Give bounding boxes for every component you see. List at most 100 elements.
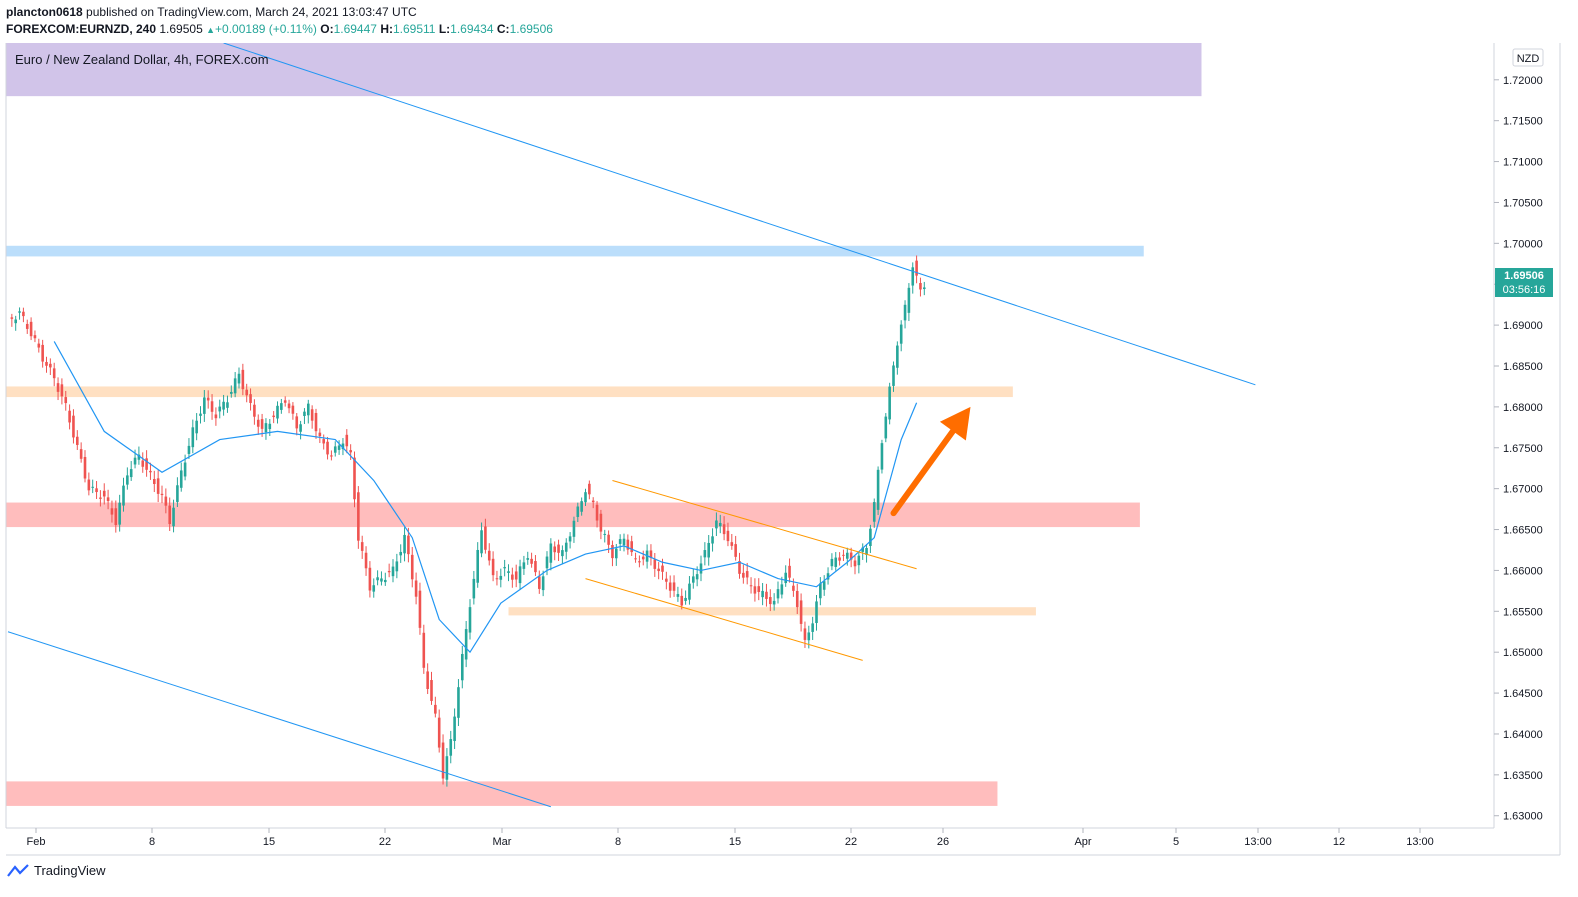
zone-support-resistance-2[interactable]	[6, 386, 1013, 398]
candle	[430, 671, 433, 705]
candle	[572, 516, 576, 543]
candle	[461, 645, 464, 689]
candle	[25, 319, 29, 334]
candle	[41, 339, 44, 368]
candle	[865, 543, 868, 563]
candle	[64, 390, 68, 411]
candle	[641, 550, 645, 566]
trendline-lower[interactable]	[7, 631, 552, 808]
candle	[345, 429, 349, 454]
candle	[869, 524, 872, 553]
price-tick-label: 1.72000	[1503, 75, 1543, 87]
price-tick-label: 1.65000	[1503, 647, 1543, 659]
candle	[222, 394, 225, 416]
candle	[784, 565, 787, 587]
candle	[464, 621, 468, 668]
candle	[703, 542, 707, 566]
zone-resistance-1[interactable]	[6, 245, 1144, 257]
trendlines-layer[interactable]	[7, 43, 1256, 808]
candle	[114, 500, 118, 533]
candle	[472, 570, 476, 605]
candle	[126, 467, 129, 490]
open-label: O:	[320, 22, 334, 36]
candle	[888, 382, 891, 425]
zone-support-4[interactable]	[508, 607, 1036, 616]
candle	[853, 555, 857, 575]
price-tick-label: 1.65500	[1503, 606, 1543, 618]
candle	[561, 545, 564, 565]
candle	[849, 547, 853, 568]
candle	[160, 485, 164, 504]
candle	[102, 483, 106, 505]
candle	[892, 361, 895, 392]
time-axis[interactable]: Feb 8 15 22 Mar 8 15 22 26 Apr 5 13:00 12 13:00	[27, 828, 1434, 848]
candle	[199, 406, 202, 424]
high-label: H:	[380, 22, 393, 36]
candle	[29, 317, 33, 341]
candle	[692, 568, 695, 589]
time-tick-label: 5	[1173, 836, 1179, 848]
candle	[919, 277, 922, 297]
candle	[880, 439, 884, 474]
price-axis[interactable]: 1.72000 1.71500 1.71000 1.70500 1.70000 1.695…	[1494, 75, 1543, 823]
current-price-value: 1.69506	[1504, 270, 1544, 282]
candle	[168, 497, 171, 531]
candle	[742, 564, 745, 584]
candle	[206, 390, 210, 409]
candle	[14, 315, 17, 331]
candle	[711, 528, 714, 552]
candle	[568, 532, 572, 549]
candle	[18, 307, 21, 320]
candle	[826, 567, 830, 585]
candle	[795, 583, 799, 615]
zone-resistance-0[interactable]	[6, 43, 1202, 97]
trendline-upper[interactable]	[223, 43, 1256, 386]
author-name[interactable]: plancton0618	[6, 5, 83, 19]
moving-average-line	[53, 341, 918, 654]
candle	[772, 593, 776, 611]
candle	[76, 430, 79, 450]
channel-line-upper[interactable]	[612, 479, 917, 570]
candle	[414, 572, 418, 605]
candle	[541, 570, 545, 597]
candle	[195, 413, 198, 441]
candle	[129, 461, 133, 481]
candle	[834, 552, 838, 571]
candle	[214, 407, 218, 426]
candle	[915, 255, 918, 284]
candle	[480, 522, 483, 558]
candle	[453, 708, 456, 750]
candle	[241, 363, 245, 396]
candle	[495, 570, 499, 586]
time-tick-label: Mar	[493, 836, 512, 848]
candle	[526, 551, 530, 565]
tradingview-footer[interactable]: TradingView	[6, 863, 106, 878]
close-value: 1.69506	[509, 22, 553, 36]
candle	[368, 561, 372, 598]
time-tick-label: 15	[263, 836, 275, 848]
channel-line-lower[interactable]	[585, 578, 863, 661]
candle	[580, 497, 583, 516]
candle	[299, 420, 302, 440]
candle	[99, 490, 102, 507]
candle	[337, 440, 341, 455]
candle	[56, 377, 60, 401]
zone-support-5[interactable]	[6, 781, 998, 806]
candle	[364, 546, 368, 576]
time-tick-label: 22	[845, 836, 857, 848]
candle	[407, 527, 410, 563]
candle	[310, 405, 314, 429]
candle	[588, 480, 591, 500]
up-triangle-icon: ▲	[206, 25, 216, 35]
candle	[110, 500, 114, 523]
candle	[896, 341, 899, 375]
candle	[172, 499, 175, 533]
candle	[484, 518, 487, 554]
candle	[753, 578, 757, 602]
candle	[314, 408, 318, 439]
candle	[87, 472, 91, 496]
candle	[264, 418, 268, 440]
candle	[884, 413, 888, 443]
candle	[49, 358, 52, 376]
